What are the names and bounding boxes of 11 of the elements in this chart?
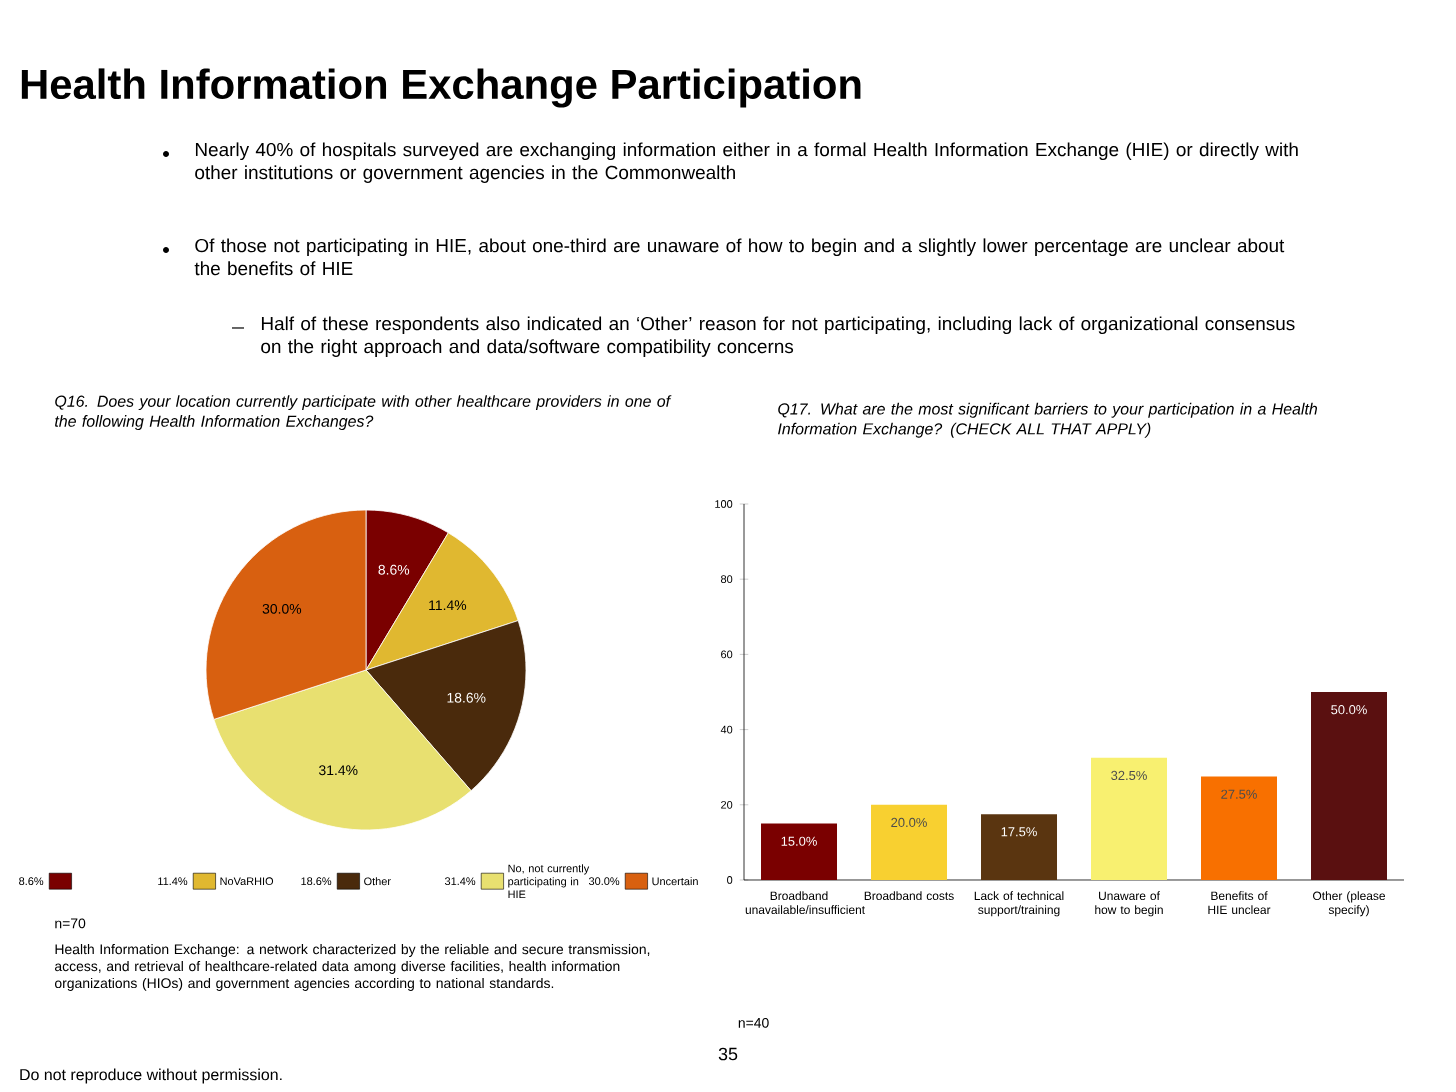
bar bbox=[1091, 757, 1168, 880]
bar bbox=[1201, 776, 1277, 880]
text: Of those not participating in HIE, about one-third are unaware of how to begin and a slightly lower percentage are unclear about the benefits of HIE bbox=[194, 238, 1285, 276]
bar bbox=[981, 814, 1058, 880]
bar bbox=[761, 823, 838, 880]
text: 35 bbox=[718, 1047, 738, 1061]
bar bbox=[871, 804, 948, 880]
text: Health Information Exchange Participation bbox=[21, 68, 861, 108]
text: Nearly 40% of hospitals surveyed are exchanging information either in a formal Health Information Exchange (HIE) or directly with other institutions or government agencies in the Commonwealth bbox=[195, 142, 1298, 183]
text: Half of these respondents also indicated an ‘Other’ reason for not participating, including lack of organizational consensus on the right approach and data/software compatibility concerns bbox=[261, 316, 1295, 357]
bar bbox=[1311, 692, 1387, 880]
